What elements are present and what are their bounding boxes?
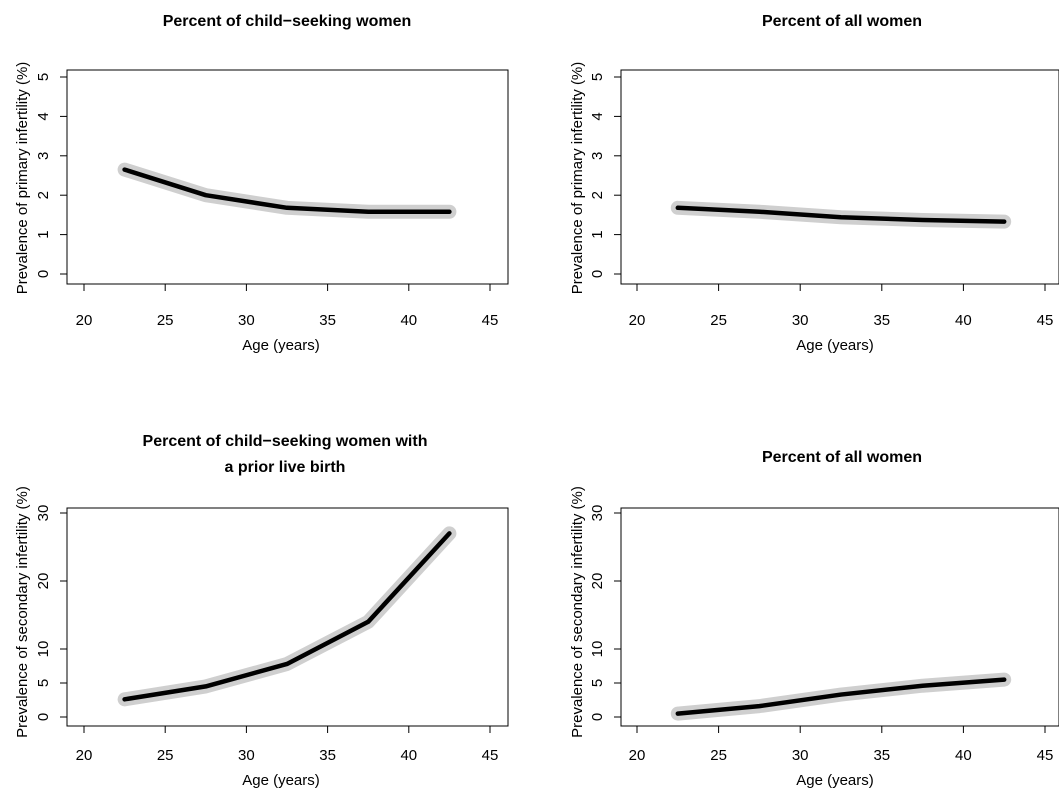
chart3-data-point — [285, 662, 289, 666]
chart3-series-line — [122, 531, 452, 702]
chart1-data-point — [366, 210, 370, 214]
chart1-data-point — [447, 210, 451, 214]
chart1-y-tick-label: 5 — [35, 73, 52, 81]
chart4-y-tick-label: 0 — [589, 713, 606, 721]
chart3-x-tick-label: 30 — [238, 747, 255, 764]
chart1-x-tick-label: 30 — [238, 312, 255, 329]
chart4-series-line — [675, 677, 1007, 716]
chart2-data-point — [921, 218, 925, 222]
chart4-y-tick-label: 5 — [589, 679, 606, 687]
chart1-x-tick-label: 35 — [319, 312, 336, 329]
chart1-title-line-1: Percent of child−seeking women — [163, 13, 412, 30]
chart2-x-tick-label: 25 — [710, 312, 727, 329]
chart4-x-axis-label: Age (years) — [796, 772, 874, 789]
chart1-y-tick-label: 4 — [35, 112, 52, 120]
chart4-y-tick-label: 10 — [589, 641, 606, 658]
chart3-title-line-2: a prior live birth — [225, 459, 346, 476]
chart1-data-point — [123, 168, 127, 172]
chart2-y-tick-label: 4 — [589, 112, 606, 120]
chart2-x-tick-label: 40 — [955, 312, 972, 329]
chart3-x-tick-label: 40 — [400, 747, 417, 764]
chart2-y-tick-label: 1 — [589, 230, 606, 238]
chart2-plot-frame — [620, 69, 1059, 285]
chart1-data-point — [285, 206, 289, 210]
chart3-x-tick-label: 35 — [319, 747, 336, 764]
chart1-x-tick-label: 45 — [482, 312, 499, 329]
chart3-data-point — [204, 684, 208, 688]
chart3-data-point — [123, 697, 127, 701]
chart3-x-tick-label: 25 — [157, 747, 174, 764]
chart1-y-tick-label: 1 — [35, 230, 52, 238]
chart2-y-tick-label: 2 — [589, 191, 606, 199]
chart1-x-axis-label: Age (years) — [242, 337, 320, 354]
chart3-y-tick-label: 20 — [35, 573, 52, 590]
chart1-x-tick-label: 40 — [400, 312, 417, 329]
chart2-data-point — [1002, 220, 1006, 224]
chart2-x-tick-label: 20 — [629, 312, 646, 329]
chart1-y-tick-label: 0 — [35, 270, 52, 278]
chart3-confidence-band — [117, 526, 457, 707]
chart1-y-tick-label: 2 — [35, 191, 52, 199]
chart3-title-line-1: Percent of child−seeking women with — [143, 433, 428, 450]
chart4-x-tick-label: 20 — [629, 747, 646, 764]
chart4-data-point — [676, 712, 680, 716]
chart4-x-tick-label: 25 — [710, 747, 727, 764]
chart4-x-tick-label: 40 — [955, 747, 972, 764]
chart2-x-tick-label: 30 — [792, 312, 809, 329]
chart2-y-axis-label: Prevalence of primary infertility (%) — [569, 62, 586, 295]
chart4-data-point — [839, 693, 843, 697]
chart2-title-line-1: Percent of all women — [762, 13, 922, 30]
chart2-x-axis-label: Age (years) — [796, 337, 874, 354]
chart4-panel: Percent of all women 20 25 30 35 40 45 0 5 10 20 30… — [569, 449, 1059, 789]
chart1-y-tick-label: 3 — [35, 152, 52, 160]
chart2-x-tick-label: 35 — [873, 312, 890, 329]
chart4-y-tick-label: 20 — [589, 573, 606, 590]
chart3-y-tick-label: 30 — [35, 505, 52, 522]
chart3-x-tick-label: 20 — [76, 747, 93, 764]
chart4-x-tick-label: 30 — [792, 747, 809, 764]
chart2-x-tick-label: 45 — [1037, 312, 1054, 329]
chart3-x-axis-label: Age (years) — [242, 772, 320, 789]
chart2-data-point — [676, 206, 680, 210]
chart4-data-point — [1002, 678, 1006, 682]
chart1-x-tick-label: 20 — [76, 312, 93, 329]
chart3-x-tick-label: 45 — [482, 747, 499, 764]
chart4-plot-frame — [620, 507, 1059, 727]
chart4-title-line-1: Percent of all women — [762, 449, 922, 466]
chart1-x-tick-label: 25 — [157, 312, 174, 329]
chart1-y-axis-label: Prevalence of primary infertility (%) — [14, 62, 31, 295]
chart4-x-tick-label: 35 — [873, 747, 890, 764]
chart2-data-point — [757, 210, 761, 214]
chart3-y-tick-label: 0 — [35, 713, 52, 721]
chart4-y-axis-label: Prevalence of secondary infertility (%) — [569, 486, 586, 738]
chart2-y-tick-label: 5 — [589, 73, 606, 81]
chart1-data-point — [204, 193, 208, 197]
chart4-x-tick-label: 45 — [1037, 747, 1054, 764]
chart3-y-tick-label: 10 — [35, 641, 52, 658]
chart3-y-tick-label: 5 — [35, 679, 52, 687]
chart3-y-axis-label: Prevalence of secondary infertility (%) — [14, 486, 31, 738]
chart2-data-point — [839, 215, 843, 219]
chart3-panel: Percent of child−seeking women with a pri… — [14, 433, 509, 789]
chart2-y-tick-label: 0 — [589, 270, 606, 278]
chart4-data-point — [921, 684, 925, 688]
chart1-plot-frame — [66, 69, 509, 285]
chart3-plot-frame — [66, 507, 509, 727]
chart3-data-point — [366, 620, 370, 624]
chart2-y-tick-label: 3 — [589, 152, 606, 160]
chart3-data-point — [447, 531, 451, 535]
chart4-y-tick-label: 30 — [589, 505, 606, 522]
chart4-data-point — [757, 704, 761, 708]
chart1-confidence-band — [117, 162, 457, 219]
